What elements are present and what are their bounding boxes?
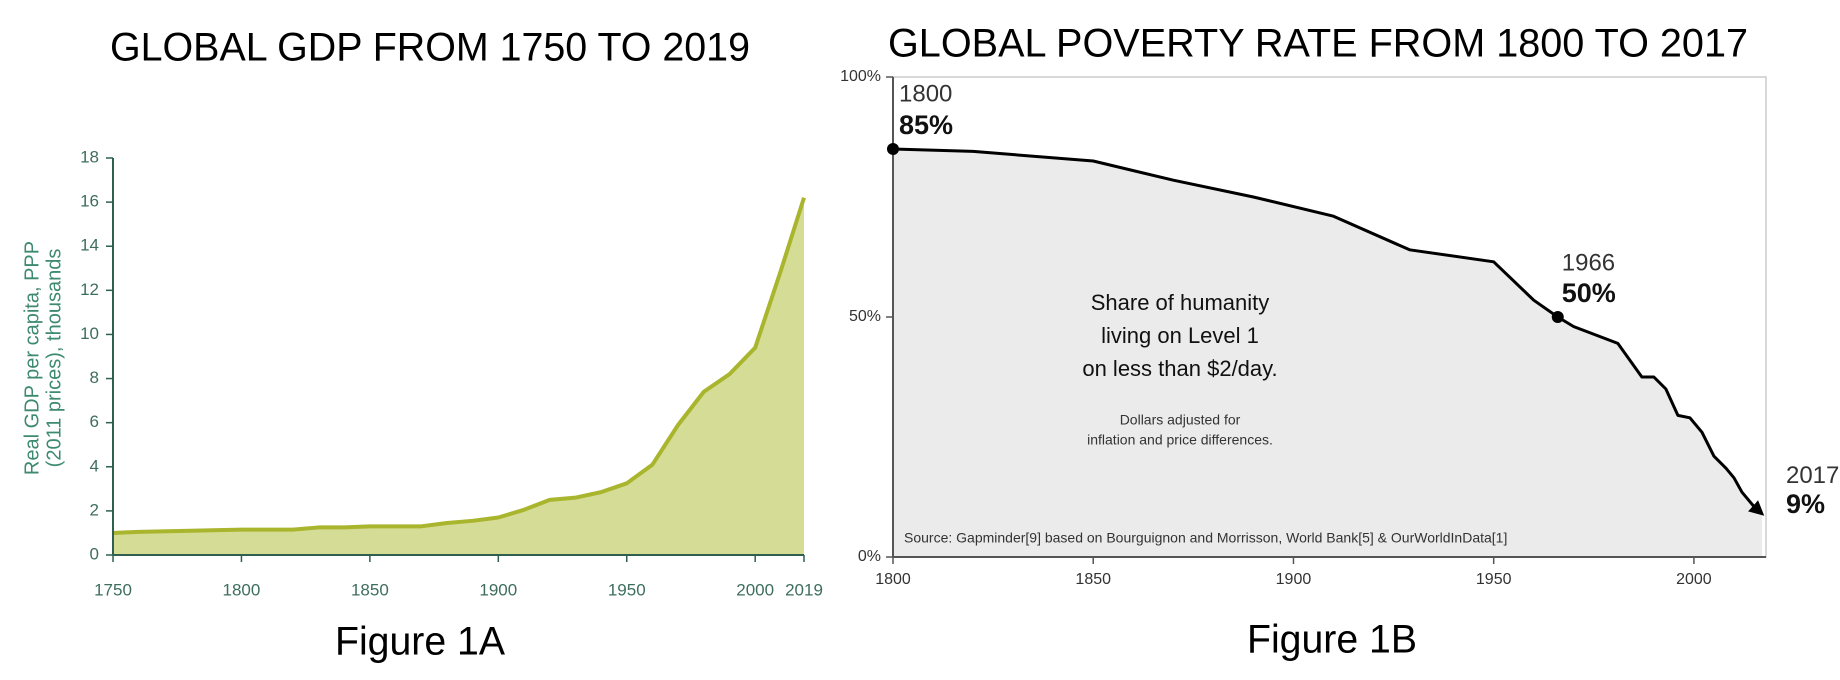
x-tick-label: 1900	[1276, 571, 1312, 588]
y-axis-label: Real GDP per capita, PPP	[21, 241, 43, 475]
line	[112, 197, 806, 535]
highlight-point	[1551, 311, 1564, 323]
x-tick-label: 1850	[351, 580, 389, 599]
highlight-value: 50%	[1562, 278, 1616, 308]
highlight-value: 85%	[899, 110, 953, 140]
highlight-year: 1800	[899, 80, 952, 107]
highlight-year: 2017	[1786, 462, 1839, 489]
annotation: on less than $2/day.	[1082, 356, 1277, 381]
x-tick-label: 2000	[1676, 571, 1712, 588]
highlight-year: 1966	[1562, 249, 1615, 276]
y-tick-label: 100%	[840, 68, 881, 85]
y-tick-label: 0%	[858, 548, 881, 565]
y-tick-label: 4	[90, 456, 99, 475]
y-tick-label: 2	[90, 500, 99, 519]
chart-title: GLOBAL POVERTY RATE FROM 1800 TO 2017	[888, 22, 1748, 66]
y-tick-label: 14	[80, 236, 99, 255]
y-tick-label: 18	[80, 147, 99, 166]
x-tick-label: 1750	[94, 580, 132, 599]
source: Source: Gapminder[9] based on Bourguigno…	[904, 530, 1507, 546]
note: inflation and price differences.	[1087, 432, 1273, 448]
annotation: living on Level 1	[1101, 323, 1259, 348]
y-tick-label: 10	[80, 324, 99, 343]
x-tick-label: 1800	[223, 580, 261, 599]
x-tick-label: 1850	[1075, 571, 1111, 588]
chart-title: GLOBAL GDP FROM 1750 TO 2019	[110, 26, 750, 70]
y-tick-label: 50%	[849, 308, 881, 325]
x-tick-label: 1950	[608, 580, 646, 599]
highlight-value: 9%	[1786, 489, 1825, 519]
y-axis-label: (2011 prices), thousands	[43, 249, 65, 468]
y-tick-label: 8	[90, 368, 99, 387]
figure-caption: Figure 1A	[335, 620, 505, 664]
note: Dollars adjusted for	[1120, 412, 1241, 428]
y-tick-label: 16	[80, 192, 99, 211]
line	[892, 147, 1765, 516]
figure-caption: Figure 1B	[1247, 618, 1417, 662]
x-tick-label: 2019	[785, 580, 823, 599]
x-tick-label: 1950	[1476, 571, 1512, 588]
x-tick-label: 1900	[479, 580, 517, 599]
y-tick-label: 0	[90, 544, 99, 563]
area	[893, 149, 1762, 557]
x-tick-label: 1800	[875, 571, 911, 588]
highlight-point	[887, 143, 899, 155]
annotation: Share of humanity	[1091, 290, 1270, 315]
y-tick-label: 12	[80, 280, 99, 299]
x-tick-label: 2000	[736, 580, 774, 599]
area	[113, 197, 804, 555]
y-tick-label: 6	[90, 412, 99, 431]
